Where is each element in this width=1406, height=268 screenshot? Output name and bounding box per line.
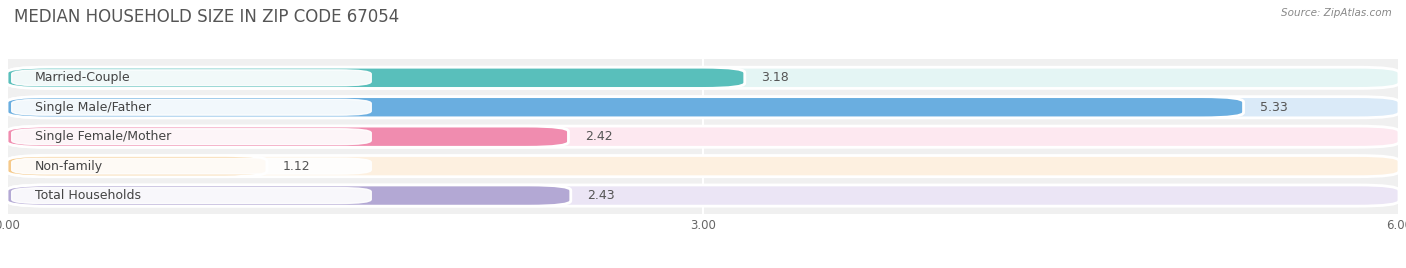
Text: Source: ZipAtlas.com: Source: ZipAtlas.com — [1281, 8, 1392, 18]
FancyBboxPatch shape — [7, 67, 1399, 88]
FancyBboxPatch shape — [7, 185, 571, 206]
Text: MEDIAN HOUSEHOLD SIZE IN ZIP CODE 67054: MEDIAN HOUSEHOLD SIZE IN ZIP CODE 67054 — [14, 8, 399, 26]
FancyBboxPatch shape — [7, 97, 1243, 118]
Text: Married-Couple: Married-Couple — [35, 71, 131, 84]
FancyBboxPatch shape — [7, 126, 568, 147]
FancyBboxPatch shape — [7, 126, 1399, 147]
FancyBboxPatch shape — [11, 158, 371, 174]
FancyBboxPatch shape — [7, 67, 745, 88]
Text: Single Male/Father: Single Male/Father — [35, 101, 150, 114]
FancyBboxPatch shape — [7, 155, 1399, 177]
Text: 3.18: 3.18 — [761, 71, 789, 84]
Text: Total Households: Total Households — [35, 189, 141, 202]
FancyBboxPatch shape — [11, 188, 371, 203]
FancyBboxPatch shape — [11, 129, 371, 145]
Text: 5.33: 5.33 — [1260, 101, 1288, 114]
Text: 1.12: 1.12 — [283, 160, 311, 173]
FancyBboxPatch shape — [11, 70, 371, 86]
Text: Non-family: Non-family — [35, 160, 103, 173]
Text: 2.43: 2.43 — [588, 189, 614, 202]
FancyBboxPatch shape — [7, 185, 1399, 206]
FancyBboxPatch shape — [7, 97, 1399, 118]
FancyBboxPatch shape — [7, 155, 267, 177]
FancyBboxPatch shape — [11, 99, 371, 115]
Text: 2.42: 2.42 — [585, 130, 612, 143]
Text: Single Female/Mother: Single Female/Mother — [35, 130, 172, 143]
